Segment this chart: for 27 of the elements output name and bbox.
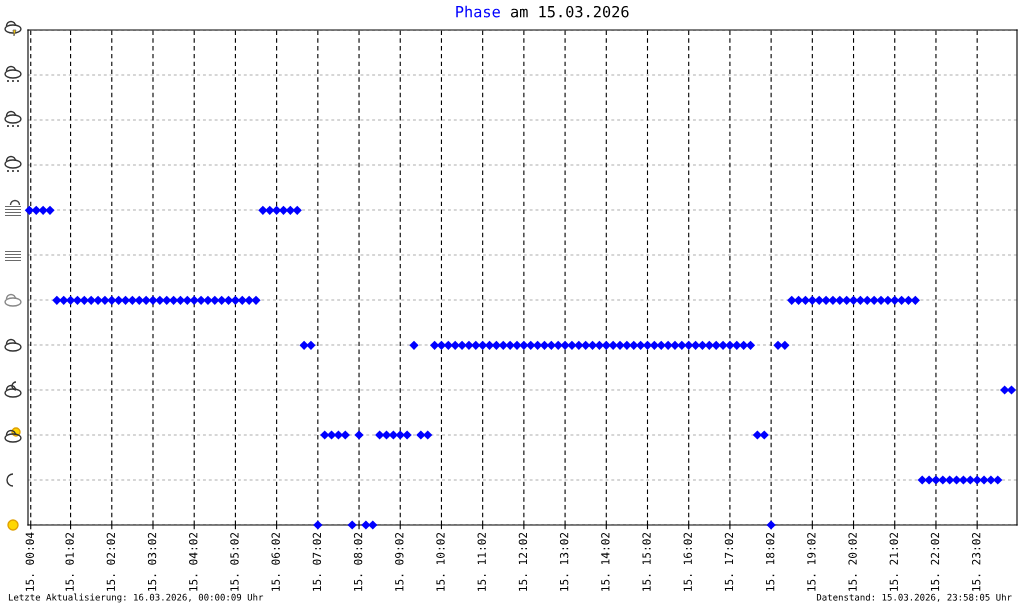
x-tick-label: 15. 01:02 [65,532,74,591]
x-tick-label: 15. 17:02 [724,532,734,591]
x-tick-label: 15. 05:02 [230,532,239,591]
x-tick-label: 15. 15:02 [642,532,651,591]
x-tick-label: 15. 20:02 [848,532,857,591]
x-tick-label: 15. 21:02 [889,532,898,591]
x-tick-label: 15. 04:02 [189,532,198,591]
chart-title: Phase am 15.03.2026 [456,5,629,18]
x-tick-label: 15. 03:02 [147,532,157,591]
x-tick-label: 15. 06:02 [271,532,280,591]
x-tick-label: 15. 10:02 [436,532,445,591]
x-tick-label: 15. 23:02 [972,532,981,591]
text: Letzte Aktualisierung: 16.03.2026, 00:00:09 Uhr [8,593,264,603]
x-tick-label: 15. 11:02 [477,532,486,591]
x-tick-label: 15. 09:02 [395,532,404,591]
x-tick-label: 15. 18:02 [765,532,775,591]
x-tick-label: 15. 14:02 [601,532,610,591]
x-tick-label: 15. 12:02 [518,532,528,591]
x-tick-label: 15. 16:02 [683,532,692,591]
x-tick-label: 15. 02:02 [106,532,116,591]
x-tick-label: 15. 00:04 [25,532,34,591]
x-tick-label: 15. 13:02 [559,532,569,591]
x-tick-label: 15. 08:02 [353,532,363,591]
x-tick-label: 15. 19:02 [807,532,816,591]
x-tick-label: 15. 07:02 [312,532,322,591]
text: Datenstand: 15.03.2026, 23:58:05 Uhr [816,593,1012,602]
x-tick-label: 15. 22:02 [930,532,940,591]
